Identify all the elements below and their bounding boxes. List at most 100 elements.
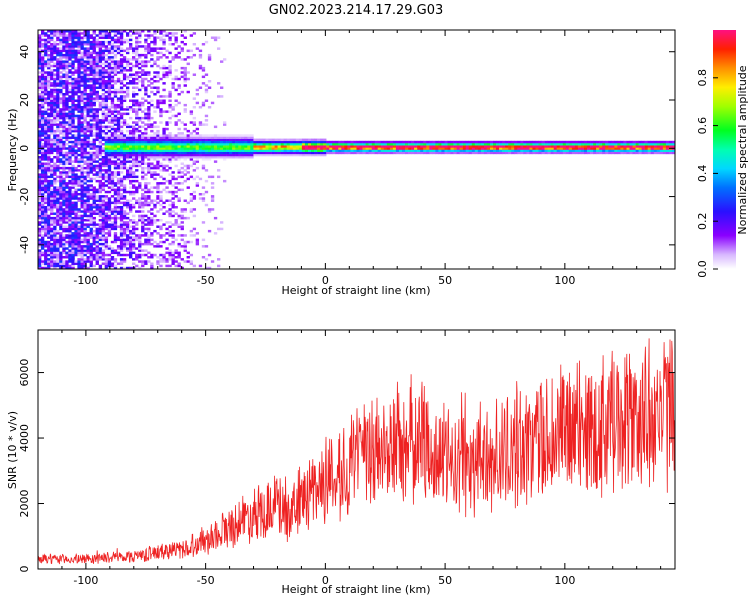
spectrogram-cell <box>86 251 90 255</box>
spectrogram-cell <box>186 140 190 144</box>
spectrogram-cell <box>256 153 260 157</box>
spectrogram-cell <box>89 125 93 129</box>
spectrogram-cell <box>141 84 145 87</box>
spectrogram-cell <box>232 136 236 139</box>
spectrogram-cell <box>144 186 148 189</box>
spectrogram-cell <box>89 236 93 239</box>
spectrogram-cell <box>614 143 618 146</box>
spectrogram-cell <box>259 145 263 148</box>
spectrogram-cell <box>171 253 175 257</box>
spectrogram-cell <box>53 149 57 152</box>
spectrogram-cell <box>493 140 497 144</box>
spectrogram-cell <box>347 151 351 155</box>
spectrogram-cell <box>171 151 175 155</box>
spectrogram-cell <box>147 195 151 198</box>
spectrogram-cell <box>323 149 327 152</box>
spectrogram-cell <box>204 258 209 261</box>
spectrogram-cell <box>65 40 69 44</box>
spectrogram-cell <box>83 153 87 157</box>
spectrogram-cell <box>493 151 497 155</box>
spectrogram-cell <box>86 169 90 172</box>
spectrogram-cell <box>38 99 42 102</box>
spectrogram-cell <box>47 84 51 87</box>
spectrogram-cell <box>38 203 42 207</box>
spectrogram-cell <box>538 149 542 152</box>
spectrogram-cell <box>632 149 636 152</box>
spectrogram-cell <box>38 108 42 111</box>
spectrogram-cell <box>101 93 106 96</box>
spectrogram-cell <box>116 188 121 192</box>
spectrogram-cell <box>490 140 494 144</box>
spectrogram-cell <box>353 147 357 150</box>
spectrogram-cell <box>74 190 78 194</box>
spectrogram-cell <box>223 140 227 144</box>
spectrogram-cell <box>71 179 75 183</box>
spectrogram-cell <box>368 145 372 148</box>
spectrogram-cell <box>180 208 184 211</box>
spectrogram-cell <box>298 145 303 148</box>
spectrogram-cell <box>159 240 163 244</box>
spectrogram-cell <box>113 49 118 53</box>
spectrogram-cell <box>107 86 112 89</box>
spectrogram-cell <box>50 245 54 248</box>
spectrogram-cell <box>62 99 66 102</box>
spectrogram-cell <box>274 151 278 155</box>
spectrogram-cell <box>514 149 518 152</box>
spectrogram-cell <box>83 206 87 209</box>
spectrogram-cell <box>126 134 130 137</box>
spectrogram-cell <box>56 106 60 109</box>
spectrogram-cell <box>144 242 148 246</box>
spectrogram-cell <box>107 32 112 35</box>
spectrogram-cell <box>450 143 454 146</box>
spectrogram-cell <box>47 64 51 68</box>
spectrogram-cell <box>162 47 166 50</box>
spectrogram-cell <box>168 36 172 39</box>
spectrogram-cell <box>132 242 136 246</box>
spectrogram-cell <box>77 58 81 61</box>
spectrogram-cell <box>113 38 118 42</box>
spectrogram-cell <box>47 149 51 152</box>
spectrogram-cell <box>62 227 66 231</box>
spectrogram-cell <box>71 216 75 220</box>
spectrogram-cell <box>144 60 148 63</box>
spectrogram-cell <box>47 93 51 96</box>
spectrogram-cell <box>144 223 148 226</box>
spectrogram-cell <box>141 225 145 228</box>
spectrogram-cell <box>41 145 45 148</box>
spectrogram-cell <box>201 158 206 161</box>
spectrogram-cell <box>71 97 75 100</box>
spectrogram-cell <box>493 145 497 148</box>
spectrogram-cell <box>162 132 166 135</box>
spectrogram-cell <box>80 249 84 252</box>
spectrogram-cell <box>122 229 127 233</box>
spectrogram-cell <box>144 203 148 207</box>
spectrogram-cell <box>165 134 169 137</box>
spectrogram-cell <box>104 219 109 222</box>
spectrogram-cell <box>113 238 118 242</box>
spectrogram-cell <box>89 86 93 89</box>
spectrogram-cell <box>174 156 178 159</box>
spectrogram-cell <box>399 151 403 155</box>
spectrogram-cell <box>587 151 591 155</box>
spectrogram-cell <box>101 253 106 257</box>
spectrogram-cell <box>195 160 200 163</box>
spectrogram-cell <box>47 171 51 174</box>
spectrogram-cell <box>183 75 187 79</box>
spectrogram-cell <box>432 147 436 150</box>
spectrogram-cell <box>308 145 312 148</box>
spectrogram-cell <box>68 256 72 259</box>
spectrogram-cell <box>56 223 60 226</box>
spectrogram-cell <box>101 30 106 33</box>
spectrogram-cell <box>553 140 558 144</box>
spectrogram-cell <box>186 171 190 174</box>
spectrogram-cell <box>159 66 163 70</box>
spectrogram-cell <box>213 125 218 129</box>
spectrogram-cell <box>135 101 139 105</box>
spectrogram-cell <box>89 60 93 63</box>
spectrogram-cell <box>129 164 133 168</box>
spectrogram-cell <box>89 214 93 218</box>
spectrogram-cell <box>98 71 103 74</box>
spectrogram-cell <box>638 149 642 152</box>
spectrogram-cell <box>132 143 136 146</box>
spectrogram-cell <box>92 58 96 61</box>
